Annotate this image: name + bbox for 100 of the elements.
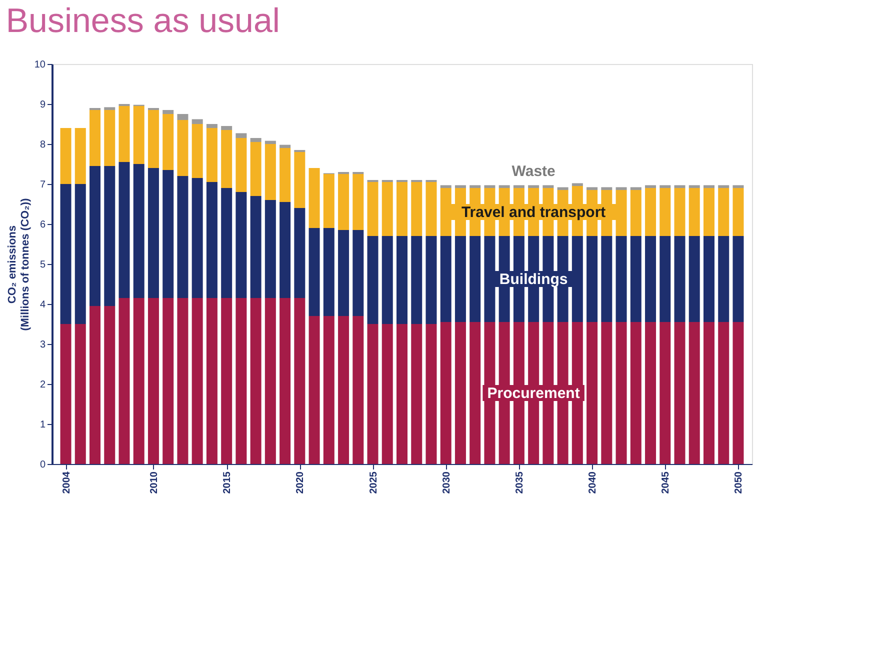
bar	[630, 236, 642, 322]
bar	[352, 230, 364, 316]
bar	[703, 185, 714, 188]
bar	[148, 298, 159, 464]
bar	[382, 236, 393, 324]
bar	[192, 298, 203, 464]
bar	[411, 182, 422, 236]
bar	[192, 178, 203, 298]
x-tick-label: 2010	[148, 471, 160, 494]
bar	[688, 236, 700, 322]
bar	[177, 114, 188, 120]
bar	[572, 183, 583, 186]
bar	[718, 185, 730, 188]
bar	[294, 152, 306, 208]
bar	[221, 126, 232, 130]
bar	[323, 174, 334, 228]
bar	[206, 182, 218, 298]
bar	[426, 236, 437, 324]
bar	[104, 107, 116, 110]
bar	[513, 185, 524, 188]
y-tick-label: 7	[40, 180, 46, 190]
bar	[718, 322, 730, 464]
bar	[192, 119, 203, 124]
x-tick-label: 2040	[588, 471, 599, 494]
bar	[294, 208, 306, 298]
x-tick-label: 2050	[734, 471, 745, 494]
bar	[280, 298, 291, 464]
y-tick-label: 0	[40, 460, 46, 470]
bar	[280, 148, 291, 202]
bar	[264, 298, 276, 464]
bar	[90, 110, 101, 166]
bar	[280, 144, 291, 148]
bar	[177, 176, 188, 298]
bar	[338, 230, 350, 316]
series-label: Buildings	[499, 271, 568, 288]
bar	[352, 174, 364, 230]
y-tick-label: 2	[40, 380, 46, 390]
x-tick-label: 2025	[368, 471, 380, 494]
bar	[688, 188, 700, 236]
bar	[352, 316, 364, 464]
y-tick-label: 6	[40, 220, 46, 230]
bar	[148, 168, 159, 298]
x-tick-label: 2020	[295, 471, 306, 494]
bar	[338, 174, 350, 230]
bar	[162, 114, 174, 170]
bar	[732, 188, 744, 236]
bar	[162, 170, 174, 298]
bar	[206, 128, 218, 182]
bar	[206, 298, 218, 464]
bar	[586, 322, 598, 464]
bar	[264, 200, 276, 298]
bar	[250, 142, 262, 196]
x-tick-label: 2030	[441, 471, 452, 494]
bar	[118, 162, 130, 298]
bar	[60, 128, 72, 184]
y-tick-label: 3	[40, 340, 46, 350]
bar	[162, 110, 174, 114]
bar	[221, 298, 232, 464]
bar	[601, 236, 612, 322]
bar	[470, 322, 481, 464]
bar	[323, 228, 334, 316]
bar	[308, 228, 320, 316]
bar	[250, 298, 262, 464]
y-tick-label: 9	[40, 100, 46, 110]
bar	[718, 236, 730, 322]
bar	[308, 316, 320, 464]
bar	[630, 187, 642, 190]
bar	[732, 322, 744, 464]
bar	[221, 188, 232, 298]
bar	[616, 187, 627, 190]
bar	[542, 185, 554, 188]
bar	[703, 322, 714, 464]
bar	[367, 182, 378, 236]
x-tick-label: 2035	[514, 471, 526, 494]
bar	[470, 185, 481, 188]
bar	[440, 185, 452, 188]
bar	[236, 133, 247, 138]
y-axis-title: CO₂ emissions (Millions of tonnes (CO₂))	[6, 198, 32, 331]
bar	[498, 185, 510, 188]
bar	[323, 316, 334, 464]
bar	[133, 298, 144, 464]
bar	[674, 185, 686, 188]
bar	[645, 236, 656, 322]
bar	[133, 164, 144, 298]
bar	[264, 144, 276, 200]
bar	[118, 106, 130, 162]
bar	[732, 236, 744, 322]
bar	[367, 324, 378, 464]
bar	[250, 196, 262, 298]
bar	[601, 322, 612, 464]
bar	[104, 166, 116, 306]
bar	[177, 120, 188, 176]
bar	[74, 184, 86, 324]
bar	[674, 322, 686, 464]
bar	[338, 316, 350, 464]
bar	[440, 236, 452, 322]
bar	[703, 188, 714, 236]
bar	[660, 236, 671, 322]
y-tick-label: 5	[40, 260, 46, 270]
bar	[440, 322, 452, 464]
